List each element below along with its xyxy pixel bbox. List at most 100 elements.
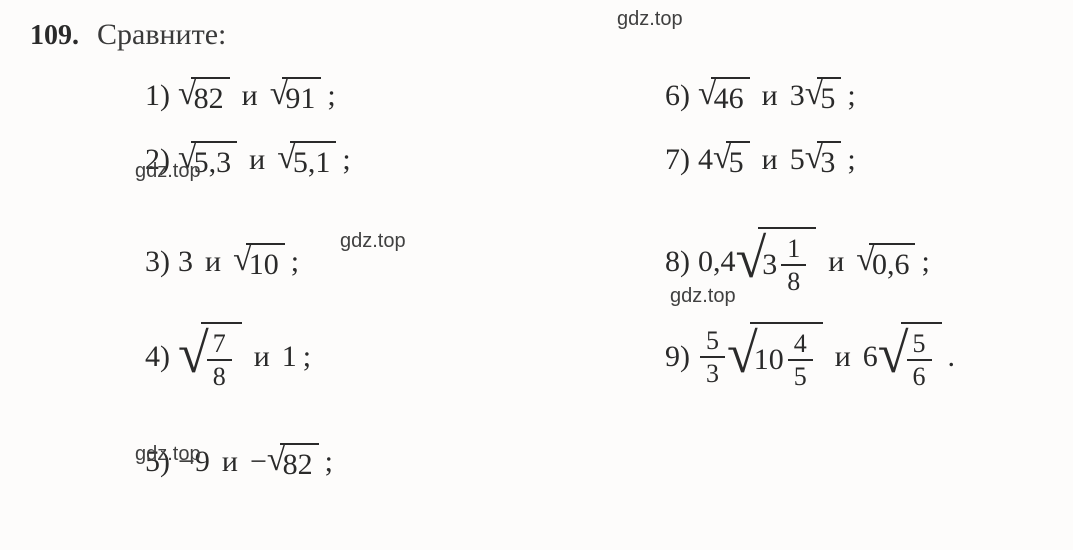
sqrt: √ 46 bbox=[698, 77, 750, 116]
fraction: 1 8 bbox=[781, 233, 806, 297]
radical-sign: √ bbox=[277, 141, 296, 175]
problem-item: 2) √ 5,3 и √ 5,1 ; bbox=[145, 128, 550, 192]
sqrt: √ 5 bbox=[713, 141, 750, 180]
left-column: 1) √ 82 и √ 91 ; 2) √ 5,3 и √ 5,1 ; 3) 3… bbox=[30, 64, 550, 482]
radicand: 5,1 bbox=[290, 141, 337, 180]
item-number: 3) bbox=[145, 245, 170, 279]
connector-and: и bbox=[249, 143, 265, 177]
sqrt: √ 82 bbox=[178, 77, 230, 116]
radical-sign: √ bbox=[267, 443, 286, 477]
radical-sign: √ bbox=[233, 243, 252, 277]
sqrt: √ 91 bbox=[270, 77, 322, 116]
problem-item: 8) 0,4 √ 3 1 8 и √ 0,6 ; bbox=[665, 192, 1043, 302]
terminator: ; bbox=[342, 143, 350, 177]
item-number: 1) bbox=[145, 79, 170, 113]
radicand: 0,6 bbox=[869, 243, 916, 282]
terminator: ; bbox=[327, 79, 335, 113]
radicand: 10 4 5 bbox=[750, 322, 823, 392]
coefficient: 3 bbox=[790, 79, 805, 113]
sqrt: √ 7 8 bbox=[178, 322, 242, 392]
radicand: 3 1 8 bbox=[758, 227, 816, 297]
terminator: ; bbox=[847, 143, 855, 177]
sqrt: √ 5 6 bbox=[878, 322, 942, 392]
denominator: 3 bbox=[700, 358, 725, 389]
connector-and: и bbox=[828, 245, 844, 279]
radical-sign: √ bbox=[178, 326, 209, 382]
terminator: ; bbox=[325, 445, 333, 479]
problem-header: 109. Сравните: bbox=[30, 18, 1043, 52]
numerator: 1 bbox=[781, 233, 806, 266]
radical-sign: √ bbox=[727, 326, 758, 382]
radical-sign: √ bbox=[698, 77, 717, 111]
coefficient: 5 bbox=[790, 143, 805, 177]
math-expression: √ 82 и √ 91 ; bbox=[178, 77, 342, 116]
whole-part: 10 bbox=[754, 343, 784, 377]
denominator: 5 bbox=[788, 361, 813, 392]
radical-sign: √ bbox=[713, 141, 732, 175]
mixed-number: 10 4 5 bbox=[754, 328, 815, 392]
number: 1 bbox=[282, 340, 297, 374]
item-number: 5) bbox=[145, 445, 170, 479]
connector-and: и bbox=[762, 143, 778, 177]
content-columns: 1) √ 82 и √ 91 ; 2) √ 5,3 и √ 5,1 ; 3) 3… bbox=[30, 64, 1043, 482]
radical-sign: √ bbox=[856, 243, 875, 277]
terminator: ; bbox=[291, 245, 299, 279]
problem-item: 9) 5 3 √ 10 4 5 и 6 √ 5 6 . bbox=[665, 302, 1043, 412]
math-expression: 0,4 √ 3 1 8 и √ 0,6 ; bbox=[698, 227, 936, 297]
sqrt: √ 3 bbox=[805, 141, 842, 180]
coefficient: 4 bbox=[698, 143, 713, 177]
problem-item: 4) √ 7 8 и 1; bbox=[145, 302, 550, 412]
connector-and: и bbox=[254, 340, 270, 374]
connector-and: и bbox=[222, 445, 238, 479]
radical-sign: √ bbox=[736, 231, 767, 287]
numerator: 5 bbox=[907, 328, 932, 361]
sqrt: √ 10 bbox=[233, 243, 285, 282]
radical-sign: √ bbox=[178, 77, 197, 111]
math-expression: 3 и √ 10 ; bbox=[178, 243, 305, 282]
number: −9 bbox=[178, 445, 210, 479]
terminator: . bbox=[948, 340, 956, 374]
numerator: 4 bbox=[788, 328, 813, 361]
sqrt: √ 5 bbox=[805, 77, 842, 116]
sqrt: √ 5,3 bbox=[178, 141, 237, 180]
radical-sign: √ bbox=[805, 141, 824, 175]
item-number: 6) bbox=[665, 79, 690, 113]
number: 3 bbox=[178, 245, 193, 279]
sqrt: √ 10 4 5 bbox=[727, 322, 823, 392]
radical-sign: √ bbox=[270, 77, 289, 111]
problem-item: 5) −9 и − √ 82 ; bbox=[145, 412, 550, 482]
math-expression: √ 5,3 и √ 5,1 ; bbox=[178, 141, 357, 180]
right-column: 6) √ 46 и 3 √ 5 ; 7) 4 √ 5 и 5 √ 3 ; 8) … bbox=[550, 64, 1043, 482]
radical-sign: √ bbox=[878, 326, 909, 382]
item-number: 4) bbox=[145, 340, 170, 374]
numerator: 7 bbox=[207, 328, 232, 361]
fraction: 4 5 bbox=[788, 328, 813, 392]
fraction: 7 8 bbox=[207, 328, 232, 392]
denominator: 8 bbox=[781, 266, 806, 297]
denominator: 8 bbox=[207, 361, 232, 392]
terminator: ; bbox=[847, 79, 855, 113]
math-expression: 4 √ 5 и 5 √ 3 ; bbox=[698, 141, 862, 180]
radical-sign: √ bbox=[178, 141, 197, 175]
math-expression: √ 7 8 и 1; bbox=[178, 322, 317, 392]
problem-title: Сравните: bbox=[97, 18, 226, 52]
connector-and: и bbox=[205, 245, 221, 279]
negation: − bbox=[250, 445, 267, 479]
math-expression: 5 3 √ 10 4 5 и 6 √ 5 6 . bbox=[698, 322, 961, 392]
connector-and: и bbox=[242, 79, 258, 113]
radicand: 5,3 bbox=[191, 141, 238, 180]
problem-number: 109. bbox=[30, 20, 79, 52]
problem-item: 7) 4 √ 5 и 5 √ 3 ; bbox=[665, 128, 1043, 192]
sqrt: √ 82 bbox=[267, 443, 319, 482]
connector-and: и bbox=[835, 340, 851, 374]
item-number: 7) bbox=[665, 143, 690, 177]
math-expression: √ 46 и 3 √ 5 ; bbox=[698, 77, 862, 116]
numerator: 5 bbox=[700, 325, 725, 358]
terminator: ; bbox=[303, 340, 311, 374]
item-number: 2) bbox=[145, 143, 170, 177]
sqrt: √ 3 1 8 bbox=[736, 227, 817, 297]
connector-and: и bbox=[762, 79, 778, 113]
item-number: 8) bbox=[665, 245, 690, 279]
mixed-number: 3 1 8 bbox=[762, 233, 808, 297]
fraction: 5 3 bbox=[700, 325, 725, 389]
